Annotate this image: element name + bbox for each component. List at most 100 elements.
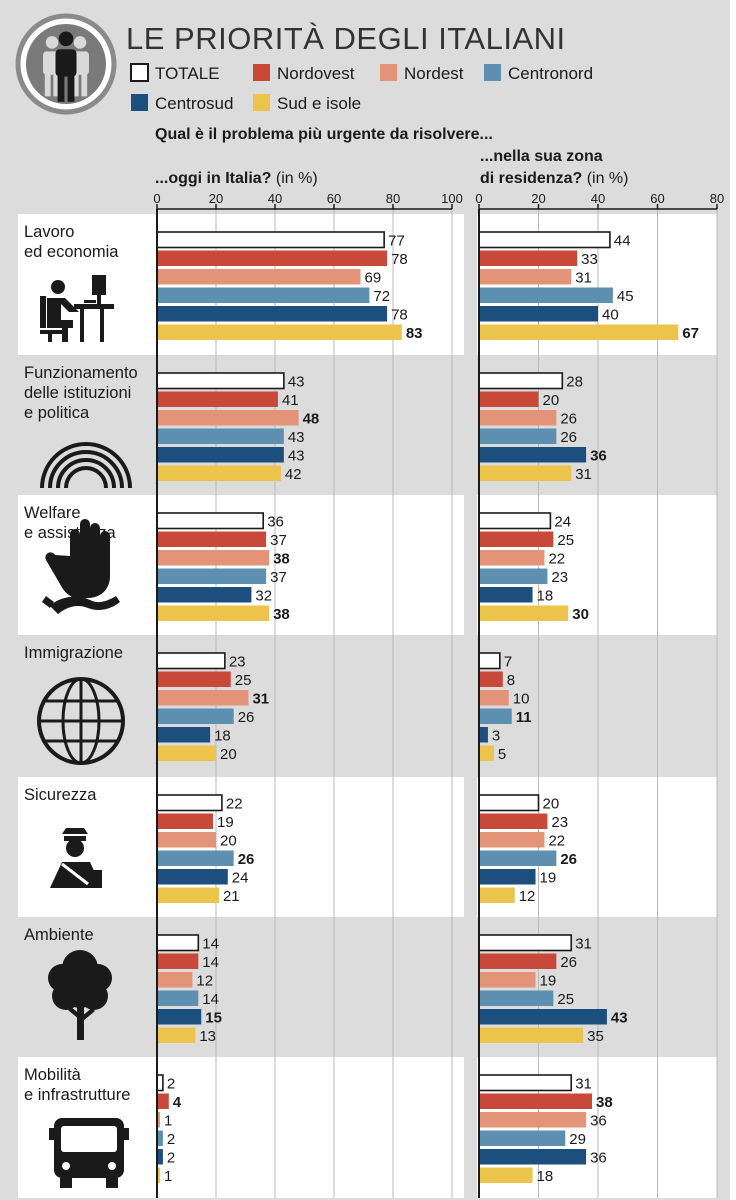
bar <box>479 428 557 444</box>
bar <box>157 568 267 584</box>
data-label: 23 <box>551 569 568 586</box>
bar <box>157 1112 160 1128</box>
data-label: 20 <box>220 833 237 850</box>
data-label: 19 <box>540 870 557 887</box>
icon-part <box>60 1178 72 1188</box>
data-label: 25 <box>235 672 252 689</box>
bar <box>478 231 611 249</box>
person-leg <box>67 74 75 102</box>
bar <box>479 324 679 340</box>
icon-part <box>77 1000 84 1040</box>
bar <box>479 287 613 303</box>
left-panel-title-unit: (in %) <box>271 170 317 187</box>
data-label: 1 <box>164 1113 172 1130</box>
icon-part <box>92 275 106 295</box>
page-title: LE PRIORITÀ DEGLI ITALIANI <box>126 21 566 56</box>
data-label: 14 <box>202 954 219 971</box>
icon-part <box>62 1162 70 1170</box>
x-tick-label: 40 <box>591 191 605 206</box>
legend-item: Centronord <box>484 64 593 83</box>
tree-icon <box>48 950 112 1040</box>
icon-part <box>82 1008 95 1021</box>
data-label: 25 <box>557 532 574 549</box>
bar <box>156 231 385 249</box>
legend-label: Nordest <box>404 64 464 83</box>
legend-item: Centrosud <box>131 94 233 113</box>
x-tick-label: 20 <box>531 191 545 206</box>
bar <box>479 1009 607 1025</box>
bar <box>157 1130 163 1146</box>
data-label: 48 <box>303 411 320 428</box>
bar <box>157 887 219 903</box>
x-tick-label: 0 <box>475 191 482 206</box>
data-label: 43 <box>288 448 305 465</box>
icon-part <box>74 304 114 309</box>
bar <box>157 324 402 340</box>
bar <box>479 269 572 285</box>
data-label: 41 <box>282 392 299 409</box>
category-label: Mobilità <box>24 1066 82 1084</box>
bar <box>157 1167 160 1183</box>
data-label: 31 <box>575 466 592 483</box>
data-label: 43 <box>288 374 305 391</box>
data-label: 23 <box>551 814 568 831</box>
data-label: 40 <box>602 307 619 324</box>
bar <box>157 972 193 988</box>
icon-part <box>84 300 96 303</box>
bar <box>157 287 370 303</box>
bar <box>478 934 573 952</box>
legend-label: Sud e isole <box>277 94 361 113</box>
icon-part <box>108 1162 116 1170</box>
left-panel-title: ...oggi in Italia? (in %) <box>155 170 318 187</box>
bar <box>479 410 557 426</box>
question-text: Qual è il problema più urgente da risolv… <box>155 126 493 143</box>
bar <box>479 587 533 603</box>
bar <box>479 990 554 1006</box>
data-label: 1 <box>164 1168 172 1185</box>
bar <box>156 934 200 952</box>
right-panel-title-line2: di residenza? (in %) <box>480 170 628 187</box>
data-label: 2 <box>167 1150 175 1167</box>
data-label: 37 <box>270 569 287 586</box>
data-label: 31 <box>575 936 592 953</box>
bar <box>157 869 228 885</box>
data-label: 26 <box>560 954 577 971</box>
icon-part <box>45 519 111 598</box>
person-leg <box>57 74 65 102</box>
x-tick-label: 0 <box>153 191 160 206</box>
data-label: 7 <box>504 654 512 671</box>
data-label: 21 <box>223 888 240 905</box>
icon-part <box>40 296 46 328</box>
icon-part <box>50 596 120 614</box>
category-band <box>18 355 717 495</box>
bar <box>157 447 284 463</box>
bar <box>479 708 512 724</box>
icon-part <box>62 322 68 342</box>
data-label: 13 <box>199 1028 216 1045</box>
data-label: 33 <box>581 251 598 268</box>
bar <box>479 550 545 566</box>
x-tick-label: 20 <box>209 191 223 206</box>
category-label: Funzionamento <box>24 364 138 382</box>
data-label: 28 <box>566 374 583 391</box>
bar <box>157 410 299 426</box>
bar <box>157 465 281 481</box>
legend-swatch <box>484 64 501 81</box>
data-label: 3 <box>492 728 500 745</box>
data-label: 14 <box>202 991 219 1008</box>
bar <box>157 605 270 621</box>
data-label: 36 <box>267 514 284 531</box>
bar <box>157 727 211 743</box>
data-label: 43 <box>288 429 305 446</box>
icon-part <box>62 972 98 1008</box>
left-panel-title-main: ...oggi in Italia? <box>155 170 271 187</box>
people-icon <box>15 13 117 115</box>
bar <box>478 372 564 390</box>
bar <box>479 250 578 266</box>
bar <box>157 269 361 285</box>
helping-hand-icon <box>42 519 120 614</box>
data-label: 20 <box>220 746 237 763</box>
right-edge <box>730 0 736 1200</box>
bar <box>157 391 278 407</box>
